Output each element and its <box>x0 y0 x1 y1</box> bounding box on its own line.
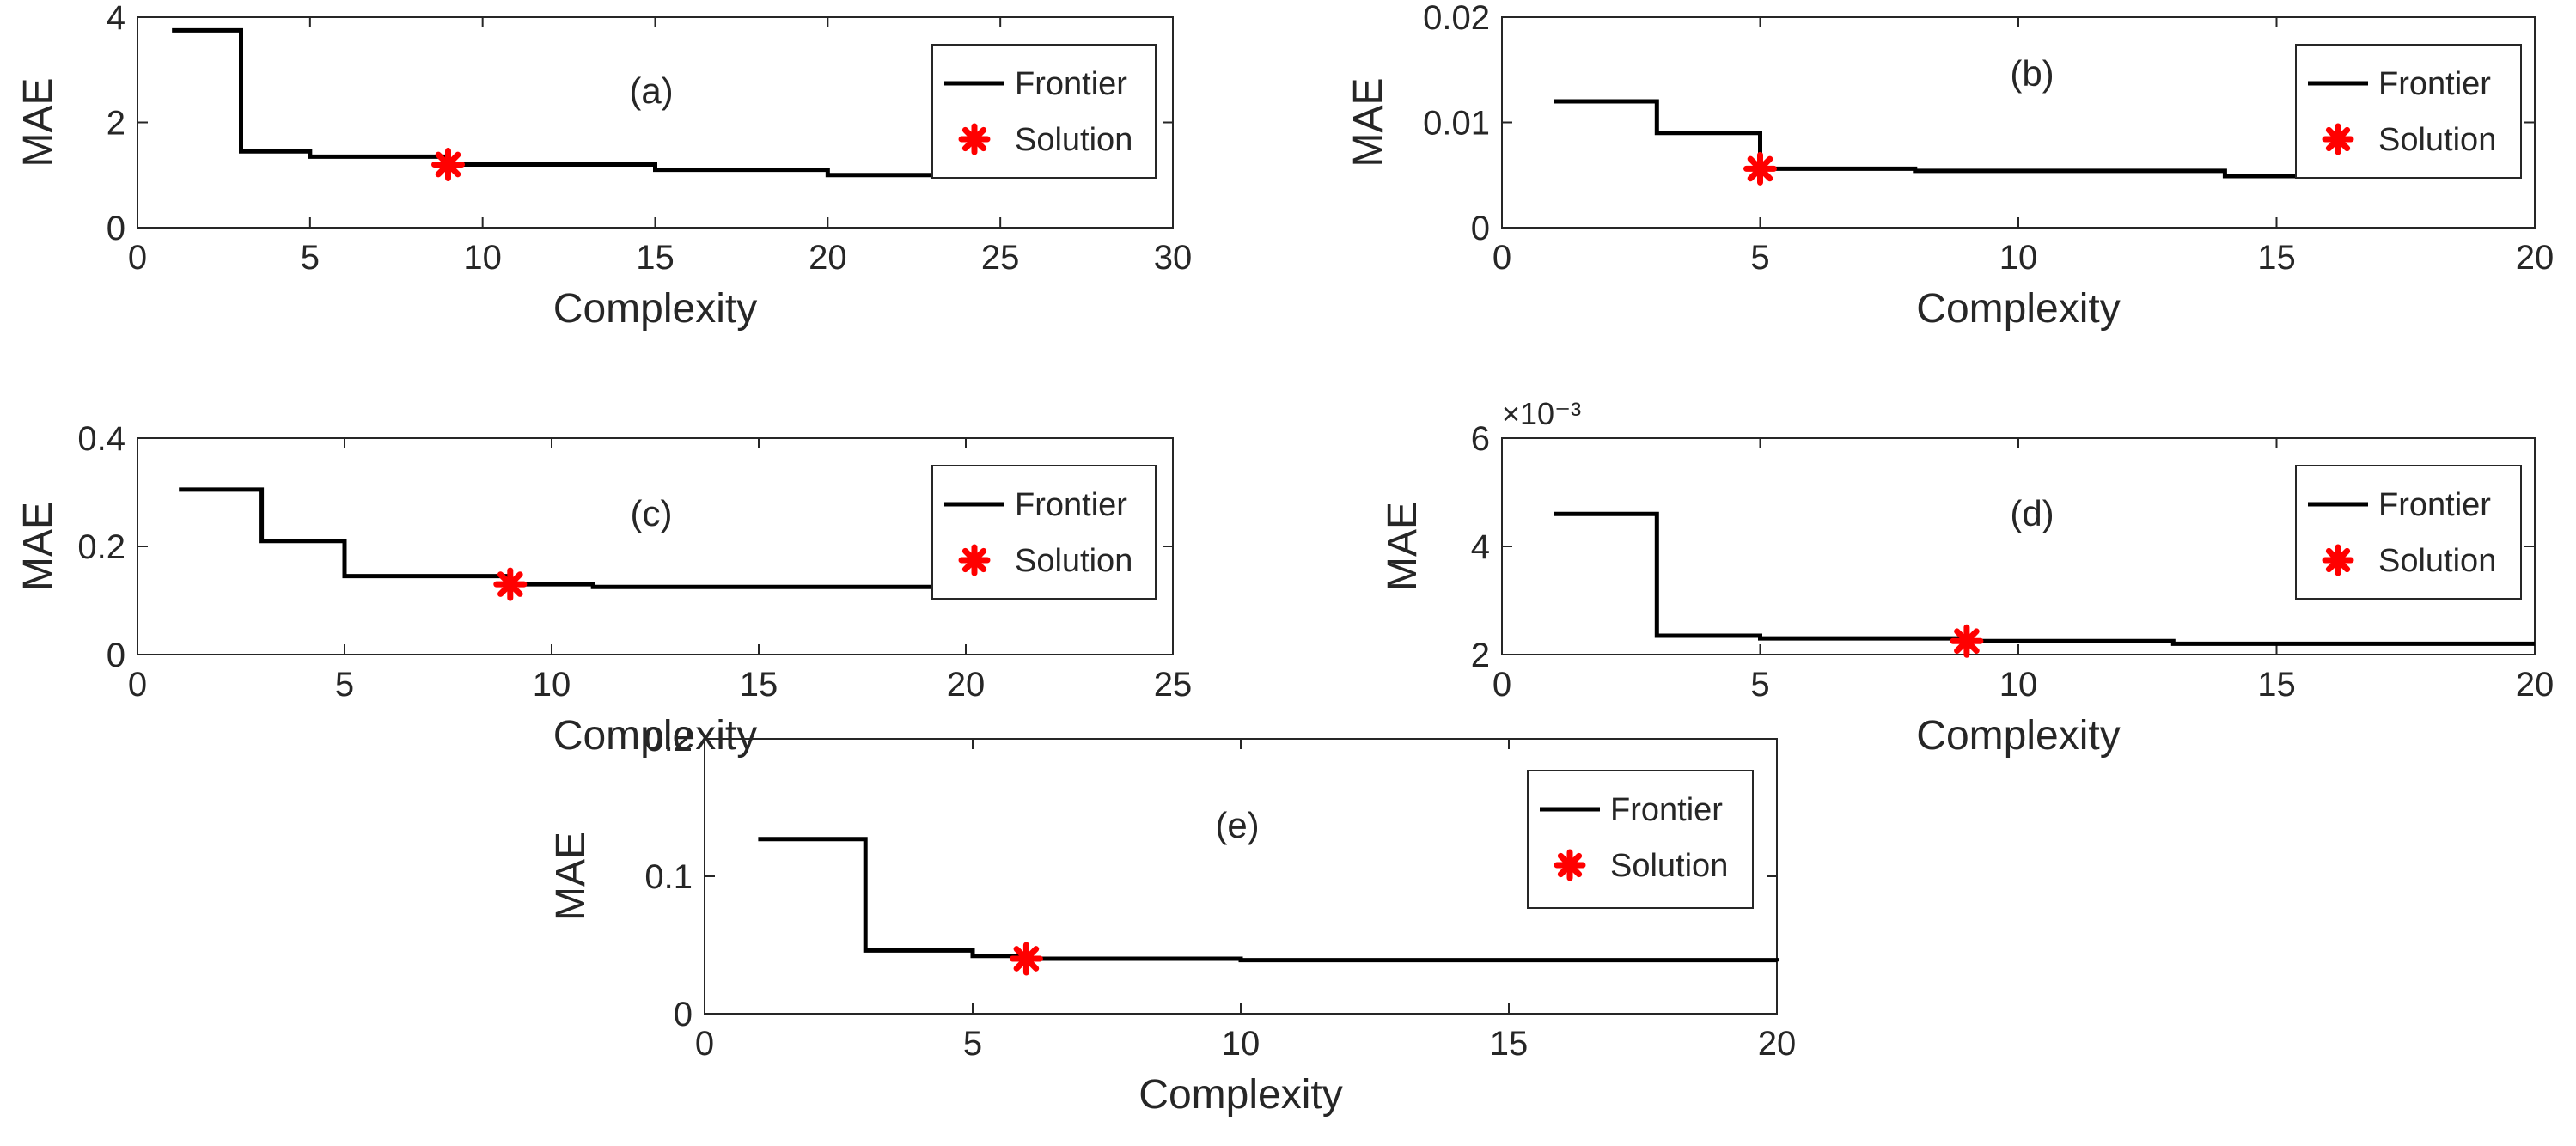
x-tick-label: 5 <box>301 239 320 277</box>
x-tick-label: 5 <box>963 1025 982 1063</box>
y-axis-exponent: ×10⁻³ <box>1502 396 1581 431</box>
x-tick-label: 15 <box>740 666 778 704</box>
legend-solution-swatch <box>958 544 991 576</box>
y-tick-label: 2 <box>1471 637 1490 674</box>
legend: Frontier Solution <box>2295 465 2522 600</box>
legend: Frontier Solution <box>2295 44 2522 179</box>
chart-panel-c: 0 5 10 15 20 25 0 0.2 0.4 Complexity MAE (c) Frontie… <box>15 420 1192 759</box>
y-tick-label: 0.2 <box>644 721 693 759</box>
y-axis-label: MAE <box>15 502 61 591</box>
frontier-line <box>1554 511 2535 646</box>
y-tick-label: 6 <box>1471 420 1490 458</box>
y-tick-label: 0 <box>674 996 693 1033</box>
x-tick-label: 0 <box>1492 666 1511 704</box>
solution-marker <box>493 567 528 601</box>
x-tick-label: 5 <box>1750 239 1769 277</box>
legend-frontier-label: Frontier <box>2378 66 2491 102</box>
x-tick-label: 0 <box>1492 239 1511 277</box>
x-tick-label: 10 <box>463 239 502 277</box>
y-tick-label: 0 <box>1471 210 1490 247</box>
legend-box <box>2295 465 2522 600</box>
x-tick-label: 5 <box>335 666 354 704</box>
legend-solution-label: Solution <box>1610 848 1728 884</box>
y-axis-label: MAE <box>1380 502 1425 591</box>
legend-solution-label: Solution <box>1015 543 1132 579</box>
legend: Frontier Solution <box>1527 770 1754 909</box>
legend: Frontier Solution <box>931 465 1157 600</box>
legend: Frontier Solution <box>931 44 1157 179</box>
x-axis-label: Complexity <box>1916 286 2120 332</box>
panel-label: (c) <box>631 493 673 533</box>
y-tick-label: 4 <box>107 0 125 37</box>
legend-solution-label: Solution <box>1015 122 1132 158</box>
x-tick-label: 20 <box>2516 239 2555 277</box>
x-tick-label: 20 <box>1758 1025 1797 1063</box>
panel-label: (e) <box>1215 805 1259 845</box>
y-tick-label: 0.01 <box>1423 105 1490 143</box>
y-tick-label: 4 <box>1471 528 1490 566</box>
frontier-line <box>1554 99 2483 179</box>
x-axis-label: Complexity <box>553 286 757 332</box>
y-tick-label: 0.02 <box>1423 0 1490 37</box>
x-tick-label: 10 <box>1999 239 2038 277</box>
x-tick-label: 0 <box>695 1025 714 1063</box>
legend-solution-label: Solution <box>2378 543 2496 579</box>
y-tick-label: 0.2 <box>77 528 125 566</box>
panel-label: (b) <box>2010 53 2054 94</box>
frontier-line <box>172 27 1035 178</box>
panel-label: (d) <box>2010 493 2054 533</box>
y-tick-label: 0.4 <box>77 420 125 458</box>
x-tick-label: 15 <box>2257 239 2296 277</box>
legend-solution-swatch <box>1554 849 1586 881</box>
chart-panel-a: 0 5 10 15 20 25 30 0 2 4 Complexity MAE (a) Frontier S… <box>15 0 1192 332</box>
chart-panel-d: 0 5 10 15 20 2 4 6 Complexity MAE ×10⁻³ (d) Frontier… <box>1380 396 2554 759</box>
x-tick-label: 25 <box>1154 666 1193 704</box>
solution-marker <box>1950 624 1984 658</box>
x-tick-label: 20 <box>947 666 986 704</box>
x-axis-label: Complexity <box>1916 713 2120 759</box>
legend-box <box>931 44 1157 179</box>
y-axis-label: MAE <box>1346 77 1391 167</box>
legend-frontier-label: Frontier <box>1015 66 1127 102</box>
legend-solution-swatch <box>958 123 991 155</box>
x-tick-label: 20 <box>809 239 847 277</box>
legend-box <box>931 465 1157 600</box>
legend-solution-label: Solution <box>2378 122 2496 158</box>
x-tick-label: 25 <box>981 239 1020 277</box>
x-tick-label: 5 <box>1750 666 1769 704</box>
x-tick-label: 10 <box>1999 666 2038 704</box>
x-tick-label: 10 <box>533 666 571 704</box>
chart-panel-b: 0 5 10 15 20 0 0.01 0.02 Complexity MAE (b) Frontie… <box>1346 0 2554 332</box>
legend-frontier-label: Frontier <box>2378 487 2491 523</box>
legend-box <box>1527 770 1754 909</box>
x-tick-label: 15 <box>2257 666 2296 704</box>
y-tick-label: 0 <box>107 637 125 674</box>
y-tick-label: 0.1 <box>644 858 693 896</box>
x-axis-label: Complexity <box>1138 1072 1342 1118</box>
x-tick-label: 15 <box>1490 1025 1529 1063</box>
x-tick-label: 15 <box>636 239 675 277</box>
y-tick-label: 2 <box>107 105 125 143</box>
panel-label: (a) <box>629 70 673 111</box>
y-axis-label: MAE <box>15 77 61 167</box>
solution-marker <box>1009 942 1043 976</box>
legend-frontier-label: Frontier <box>1610 792 1723 828</box>
legend-solution-swatch <box>2322 544 2354 576</box>
legend-frontier-label: Frontier <box>1015 487 1127 523</box>
x-tick-label: 0 <box>128 666 147 704</box>
x-tick-label: 0 <box>128 239 147 277</box>
x-tick-label: 30 <box>1154 239 1193 277</box>
legend-solution-swatch <box>2322 123 2354 155</box>
y-axis-label: MAE <box>548 832 594 921</box>
solution-marker <box>1743 151 1777 186</box>
solution-marker <box>431 148 465 181</box>
x-tick-label: 20 <box>2516 666 2555 704</box>
chart-panel-e: 0 5 10 15 20 0 0.1 0.2 Complexity MAE (e) Frontier S… <box>548 721 1796 1118</box>
x-axis-label: Complexity <box>553 713 757 759</box>
legend-box <box>2295 44 2522 179</box>
y-tick-label: 0 <box>107 210 125 247</box>
x-tick-label: 10 <box>1222 1025 1261 1063</box>
